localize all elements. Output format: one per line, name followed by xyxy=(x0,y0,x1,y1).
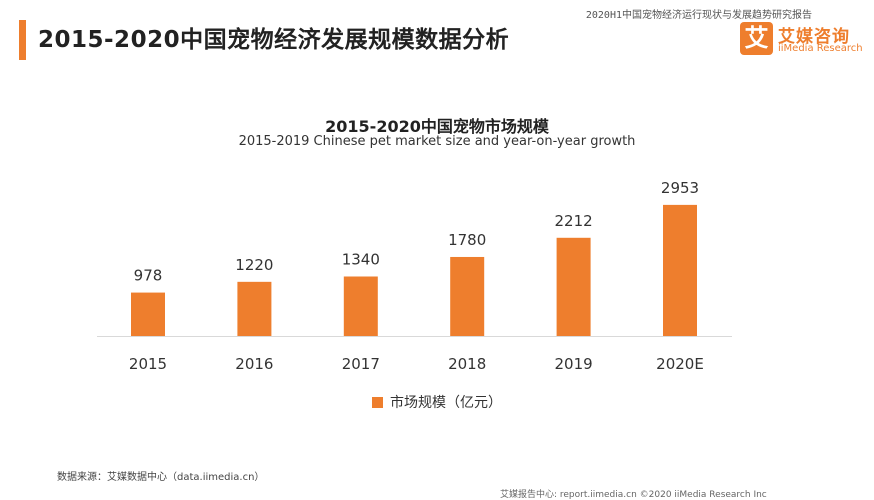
data-label-2019: 2212 xyxy=(555,212,593,230)
title-accent-bar xyxy=(19,20,26,60)
data-label-2018: 1780 xyxy=(448,231,486,249)
x-tick-2017: 2017 xyxy=(342,355,380,373)
data-source: 数据来源：艾媒数据中心（data.iimedia.cn） xyxy=(57,472,265,483)
legend-swatch xyxy=(372,396,383,408)
logo-mark-icon: 艾 xyxy=(740,22,773,55)
bar-2020E xyxy=(663,204,697,336)
x-tick-2016: 2016 xyxy=(235,355,273,373)
bar-2017 xyxy=(343,276,378,336)
x-tick-2018: 2018 xyxy=(448,355,486,373)
bar-2016 xyxy=(237,281,272,336)
bar-2015 xyxy=(131,292,165,336)
data-label-2020E: 2953 xyxy=(661,179,699,197)
data-label-2017: 1340 xyxy=(342,251,380,269)
chart-subtitle: 2015-2019 Chinese pet market size and ye… xyxy=(238,134,636,149)
footer-strip: 艾媒报告中心: report.iimedia.cn ©2020 iiMedia … xyxy=(500,490,767,500)
data-label-2016: 1220 xyxy=(235,256,273,274)
data-label-2015: 978 xyxy=(134,267,163,285)
iimedia-logo: 艾 艾媒咨询 iiMedia Research xyxy=(740,22,872,58)
chart-title: 2015-2020中国宠物市场规模 xyxy=(325,117,549,136)
x-tick-2015: 2015 xyxy=(129,355,167,373)
x-tick-2020E: 2020E xyxy=(656,355,704,373)
bar-2018 xyxy=(450,256,485,336)
logo-name-en: iiMedia Research xyxy=(778,43,863,54)
legend-label: 市场规模（亿元） xyxy=(390,395,502,411)
bar-2019 xyxy=(556,237,591,336)
report-tag: 2020H1中国宠物经济运行现状与发展趋势研究报告 xyxy=(585,10,812,21)
page-title: 2015-2020中国宠物经济发展规模数据分析 xyxy=(38,27,510,53)
x-tick-2019: 2019 xyxy=(555,355,593,373)
logo-name-cn: 艾媒咨询 xyxy=(778,27,850,47)
chart-legend: 市场规模（亿元） xyxy=(0,392,874,412)
